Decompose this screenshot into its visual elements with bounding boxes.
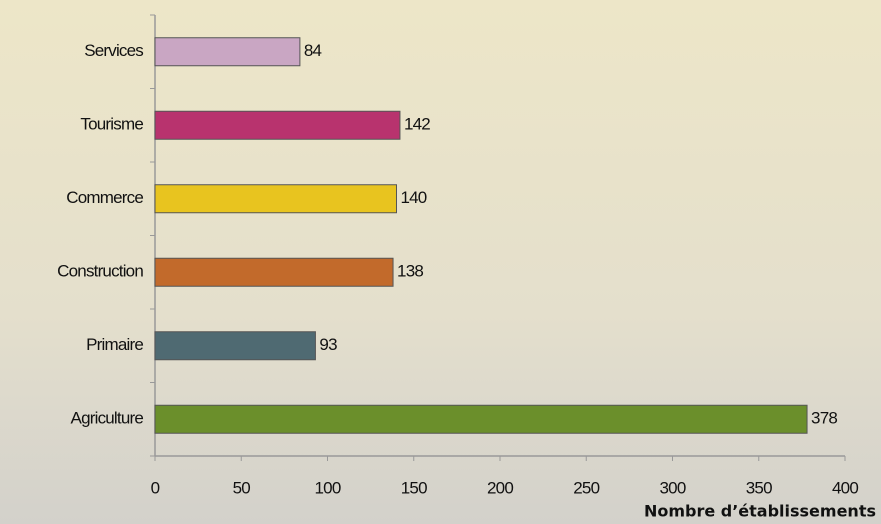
x-tick-label: 100	[315, 478, 341, 497]
x-tick-label: 250	[573, 478, 599, 497]
y-tick-label: Construction	[57, 262, 143, 281]
y-tick-label: Primaire	[86, 335, 143, 354]
x-tick-label: 200	[487, 478, 513, 497]
value-label: 138	[397, 262, 423, 281]
bar	[154, 37, 301, 67]
bar	[154, 331, 316, 361]
value-label: 84	[304, 41, 322, 60]
value-label: 142	[404, 115, 430, 134]
x-axis-label: Nombre d’établissements	[644, 502, 876, 521]
value-label: 140	[401, 188, 427, 207]
y-tick-label: Agriculture	[71, 409, 144, 428]
value-label: 93	[319, 335, 337, 354]
bar	[154, 257, 394, 287]
y-tick-label: Services	[84, 41, 143, 60]
bar	[154, 184, 397, 214]
bar	[154, 404, 808, 434]
x-tick-label: 400	[832, 478, 858, 497]
x-tick-label: 350	[746, 478, 772, 497]
bar	[154, 110, 401, 140]
value-label: 378	[811, 409, 837, 428]
y-tick-label: Tourisme	[80, 115, 143, 134]
x-tick-label: 300	[660, 478, 686, 497]
x-tick-label: 0	[151, 478, 160, 497]
y-tick-label: Commerce	[66, 188, 143, 207]
x-tick-label: 50	[233, 478, 251, 497]
x-tick-label: 150	[401, 478, 427, 497]
